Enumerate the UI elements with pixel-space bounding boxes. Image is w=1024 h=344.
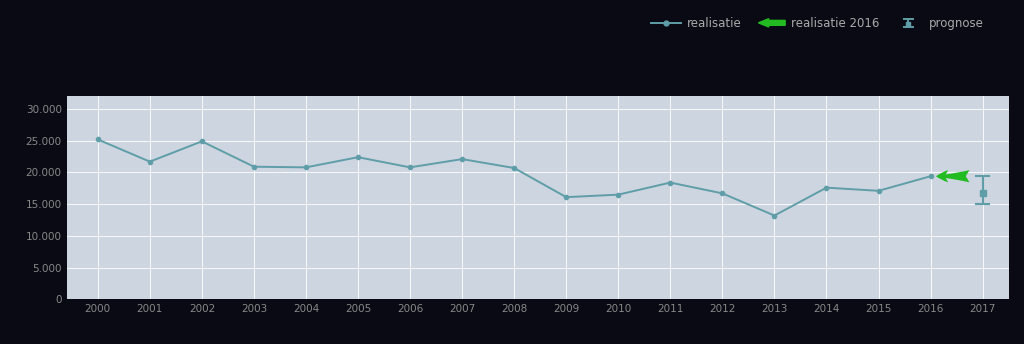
Legend: realisatie, realisatie 2016, prognose: realisatie, realisatie 2016, prognose [651, 17, 984, 30]
